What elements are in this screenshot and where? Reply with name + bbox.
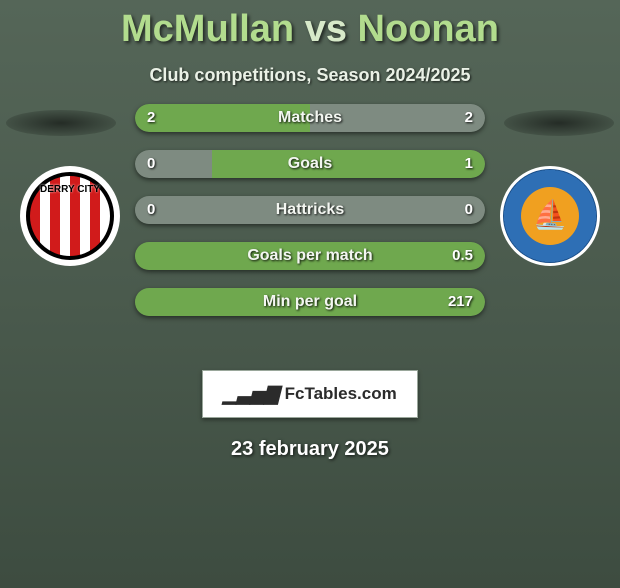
stat-bar-metric: Matches <box>135 104 485 132</box>
stat-bar-metric: Goals per match <box>135 242 485 270</box>
stat-bar: Goals per match0.5 <box>135 242 485 270</box>
snapshot-date: 23 february 2025 <box>0 438 620 461</box>
club-crest-right <box>500 166 600 266</box>
stat-bar: Matches2 2 <box>135 104 485 132</box>
comparison-title: McMullan vs Noonan <box>0 8 620 51</box>
stat-bar: Hattricks0 0 <box>135 196 485 224</box>
stat-bar-metric: Min per goal <box>135 288 485 316</box>
stat-bar-right-value: 0.5 <box>452 242 473 270</box>
player1-shadow <box>6 110 116 136</box>
player1-name: McMullan <box>121 8 294 50</box>
stat-bar-right-value: 2 <box>465 104 473 132</box>
stat-bar-right-value: 217 <box>448 288 473 316</box>
comparison-stage: DERRY CITY Matches22Goals01Hattricks00Go… <box>0 104 620 364</box>
source-badge[interactable]: ▁▃▅▇ FcTables.com <box>202 370 418 418</box>
stat-bar-left-value: 0 <box>147 150 155 178</box>
stat-bars: Matches22Goals01Hattricks00Goals per mat… <box>135 104 485 334</box>
stat-bar-right-value: 1 <box>465 150 473 178</box>
vs-label: vs <box>305 8 347 50</box>
stat-bar-right-value: 0 <box>465 196 473 224</box>
club-crest-left: DERRY CITY <box>20 166 120 266</box>
chart-icon: ▁▃▅▇ <box>223 384 278 405</box>
stat-bar-left-value: 0 <box>147 196 155 224</box>
stat-bar: Min per goal217 <box>135 288 485 316</box>
stat-bar: Goals0 1 <box>135 150 485 178</box>
player2-shadow <box>504 110 614 136</box>
stat-bar-metric: Hattricks <box>135 196 485 224</box>
club-crest-left-label: DERRY CITY <box>20 184 120 195</box>
stat-bar-left-value: 2 <box>147 104 155 132</box>
subtitle: Club competitions, Season 2024/2025 <box>0 65 620 86</box>
stat-bar-metric: Goals <box>135 150 485 178</box>
player2-name: Noonan <box>358 8 499 50</box>
source-badge-text: FcTables.com <box>285 384 397 404</box>
